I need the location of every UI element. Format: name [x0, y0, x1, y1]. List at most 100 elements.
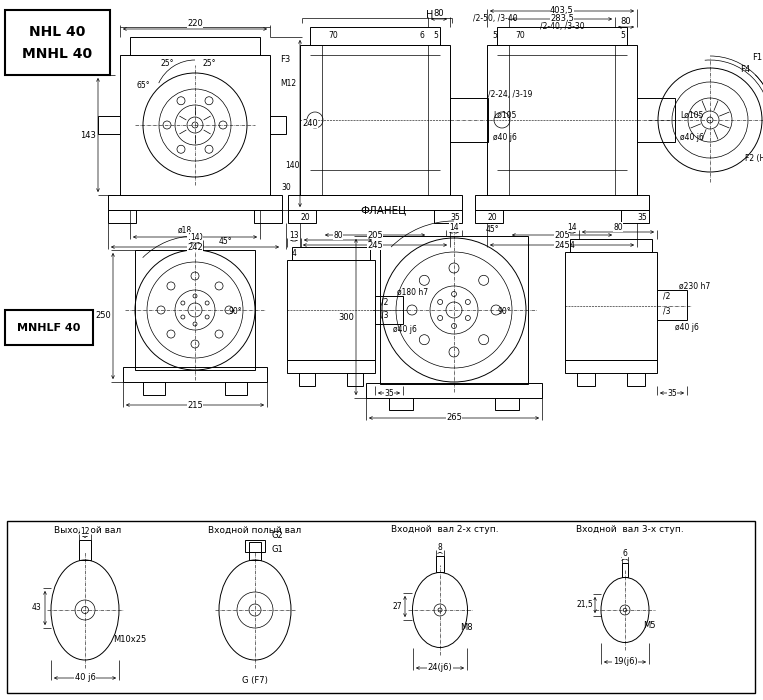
Text: MNHLF 40: MNHLF 40 — [18, 323, 81, 333]
Text: M5: M5 — [643, 622, 655, 631]
Text: 265: 265 — [446, 414, 462, 423]
Bar — [98, 116, 120, 134]
Bar — [475, 195, 649, 210]
Text: 35: 35 — [450, 213, 460, 221]
Bar — [254, 210, 282, 223]
Text: 4: 4 — [569, 241, 575, 251]
Bar — [366, 383, 542, 398]
Text: 27: 27 — [392, 602, 402, 611]
Text: 12: 12 — [80, 526, 90, 536]
Text: M12: M12 — [280, 78, 296, 88]
Text: ø40 j6: ø40 j6 — [493, 134, 517, 143]
Bar — [475, 210, 503, 223]
Text: F4: F4 — [740, 66, 750, 74]
Text: ø40 j6: ø40 j6 — [393, 326, 417, 335]
Bar — [288, 195, 462, 210]
Bar — [637, 98, 675, 142]
Text: G (F7): G (F7) — [242, 676, 268, 685]
Text: 35: 35 — [384, 389, 394, 398]
Text: 250: 250 — [95, 312, 111, 321]
Bar — [225, 382, 247, 395]
Text: ø230 h7: ø230 h7 — [679, 281, 710, 290]
Bar — [249, 542, 261, 560]
Text: F3: F3 — [280, 55, 290, 64]
Bar — [288, 210, 316, 223]
Bar — [287, 360, 375, 373]
Bar — [389, 398, 413, 410]
Bar — [497, 27, 627, 45]
Bar — [450, 98, 488, 142]
Text: 245: 245 — [554, 241, 570, 249]
Text: G1: G1 — [271, 545, 283, 554]
Bar — [5, 310, 93, 345]
Text: 170: 170 — [187, 232, 203, 241]
Bar — [270, 116, 286, 134]
Bar — [565, 252, 657, 360]
Text: 13: 13 — [289, 230, 299, 239]
Bar — [621, 210, 649, 223]
Text: 6: 6 — [623, 550, 627, 559]
Text: 43: 43 — [32, 603, 42, 612]
Bar — [375, 296, 403, 324]
Bar — [5, 10, 110, 75]
Text: 45°: 45° — [485, 225, 499, 234]
Bar — [565, 360, 657, 373]
Text: 5: 5 — [433, 31, 439, 39]
Text: /2: /2 — [663, 291, 671, 300]
Text: 242: 242 — [187, 242, 203, 251]
Bar — [108, 195, 282, 210]
Text: Входной  вал 3-х ступ.: Входной вал 3-х ступ. — [576, 526, 684, 535]
Text: 6: 6 — [420, 31, 424, 39]
Bar — [245, 540, 265, 552]
Bar — [292, 247, 370, 260]
Text: 14: 14 — [190, 232, 200, 241]
Text: M8: M8 — [460, 624, 472, 633]
Text: 20: 20 — [300, 213, 310, 221]
Bar — [577, 373, 595, 386]
Text: 220: 220 — [187, 18, 203, 27]
Bar — [495, 398, 519, 410]
Text: 24(j6): 24(j6) — [427, 664, 452, 673]
Text: 300: 300 — [338, 312, 354, 321]
Bar — [79, 540, 91, 560]
Text: 80: 80 — [433, 8, 444, 18]
Text: 90°: 90° — [497, 307, 510, 316]
Bar — [123, 367, 267, 382]
Text: 140: 140 — [285, 160, 299, 169]
Text: 205: 205 — [367, 230, 383, 239]
Bar — [310, 27, 440, 45]
Text: 65°: 65° — [136, 80, 150, 90]
Bar — [130, 37, 260, 55]
Text: ø40 j6: ø40 j6 — [675, 323, 699, 332]
Text: 19(j6): 19(j6) — [613, 657, 637, 666]
Text: 25°: 25° — [160, 59, 174, 67]
Text: ø180 h7: ø180 h7 — [397, 288, 428, 297]
Text: Входной  вал 2-х ступ.: Входной вал 2-х ступ. — [391, 526, 499, 535]
Bar — [436, 556, 444, 572]
Bar — [434, 210, 462, 223]
Text: 5: 5 — [493, 31, 497, 39]
Text: Выходной вал: Выходной вал — [54, 526, 121, 535]
Text: 25°: 25° — [202, 59, 216, 67]
Text: F1: F1 — [752, 53, 762, 62]
Text: 403,5: 403,5 — [550, 6, 574, 15]
Text: /2: /2 — [381, 298, 388, 307]
Text: 4: 4 — [291, 249, 297, 258]
Text: 80: 80 — [333, 230, 343, 239]
Text: 30: 30 — [281, 183, 291, 192]
Text: 80: 80 — [620, 17, 631, 25]
Text: 14: 14 — [567, 223, 577, 232]
Bar — [287, 260, 375, 360]
Text: 35: 35 — [637, 213, 647, 221]
Bar — [347, 373, 363, 386]
Text: 20: 20 — [488, 213, 497, 221]
Text: /3: /3 — [381, 311, 388, 319]
Bar — [570, 239, 652, 252]
Text: 5: 5 — [620, 31, 626, 39]
Text: ФЛАНЕЦ: ФЛАНЕЦ — [360, 205, 406, 215]
Text: 35: 35 — [667, 389, 677, 398]
Text: 70: 70 — [328, 31, 338, 39]
Text: 70: 70 — [515, 31, 525, 39]
Text: MNHL 40: MNHL 40 — [22, 47, 92, 61]
Text: H: H — [427, 10, 433, 20]
